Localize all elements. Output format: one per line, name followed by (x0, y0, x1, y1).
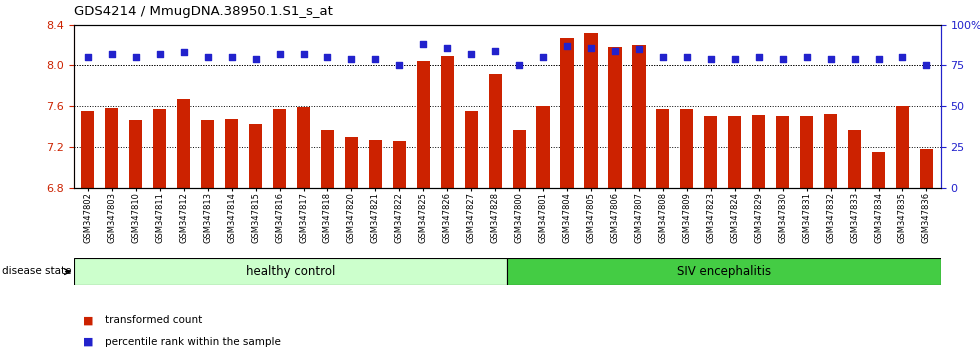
Point (870, 56, 886, 62)
Bar (393, 141, 406, 188)
Point (655, 55, 670, 60)
Point (918, 63, 934, 68)
Point (200, 55, 216, 60)
Bar (81, 111, 94, 188)
Bar (632, 45, 646, 188)
Point (344, 56, 360, 62)
Point (703, 56, 718, 62)
Point (296, 51, 312, 57)
Point (104, 51, 120, 57)
Bar (513, 130, 525, 188)
Point (368, 56, 383, 62)
Point (391, 63, 407, 68)
Bar (920, 149, 933, 188)
Point (583, 45, 599, 50)
Point (416, 41, 431, 47)
Point (727, 56, 743, 62)
Point (775, 56, 791, 62)
Bar (345, 137, 358, 188)
Text: ■: ■ (83, 315, 94, 325)
Bar (800, 116, 813, 188)
Point (608, 48, 623, 54)
Bar (848, 130, 861, 188)
Point (439, 45, 455, 50)
Bar (536, 106, 550, 188)
Point (152, 51, 168, 57)
Bar (752, 115, 765, 188)
Text: disease state: disease state (2, 266, 72, 276)
Bar (441, 56, 454, 188)
Bar (74, 258, 508, 285)
Bar (584, 33, 598, 188)
Bar (508, 258, 941, 285)
Point (895, 55, 910, 60)
Bar (368, 140, 382, 188)
Point (823, 56, 839, 62)
Point (751, 55, 766, 60)
Bar (728, 116, 741, 188)
Point (128, 55, 144, 60)
Bar (489, 74, 502, 188)
Bar (776, 116, 789, 188)
Bar (225, 119, 238, 188)
Bar (872, 152, 885, 188)
Bar (129, 120, 142, 188)
Bar (153, 109, 167, 188)
Text: SIV encephalitis: SIV encephalitis (677, 265, 771, 278)
Bar (680, 109, 694, 188)
Text: GDS4214 / MmugDNA.38950.1.S1_s_at: GDS4214 / MmugDNA.38950.1.S1_s_at (74, 5, 332, 18)
Point (679, 55, 695, 60)
Bar (273, 109, 286, 188)
Bar (201, 120, 215, 188)
Point (799, 55, 814, 60)
Bar (561, 38, 573, 188)
Point (631, 46, 647, 52)
Bar (705, 116, 717, 188)
Text: percentile rank within the sample: percentile rank within the sample (105, 337, 280, 347)
Bar (824, 114, 837, 188)
Bar (177, 99, 190, 188)
Point (271, 51, 287, 57)
Text: healthy control: healthy control (246, 265, 335, 278)
Point (560, 43, 575, 49)
Point (175, 50, 191, 55)
Point (319, 55, 335, 60)
Point (464, 51, 479, 57)
Text: transformed count: transformed count (105, 315, 202, 325)
Point (487, 48, 503, 54)
Bar (465, 111, 478, 188)
Point (847, 56, 862, 62)
Bar (297, 107, 310, 188)
Point (512, 63, 527, 68)
Text: ■: ■ (83, 337, 94, 347)
Bar (249, 124, 263, 188)
Point (223, 55, 239, 60)
Bar (320, 130, 334, 188)
Bar (416, 62, 430, 188)
Point (248, 56, 264, 62)
Point (80, 55, 96, 60)
Bar (657, 109, 669, 188)
Bar (609, 47, 621, 188)
Bar (896, 106, 909, 188)
Point (535, 55, 551, 60)
Bar (105, 108, 119, 188)
